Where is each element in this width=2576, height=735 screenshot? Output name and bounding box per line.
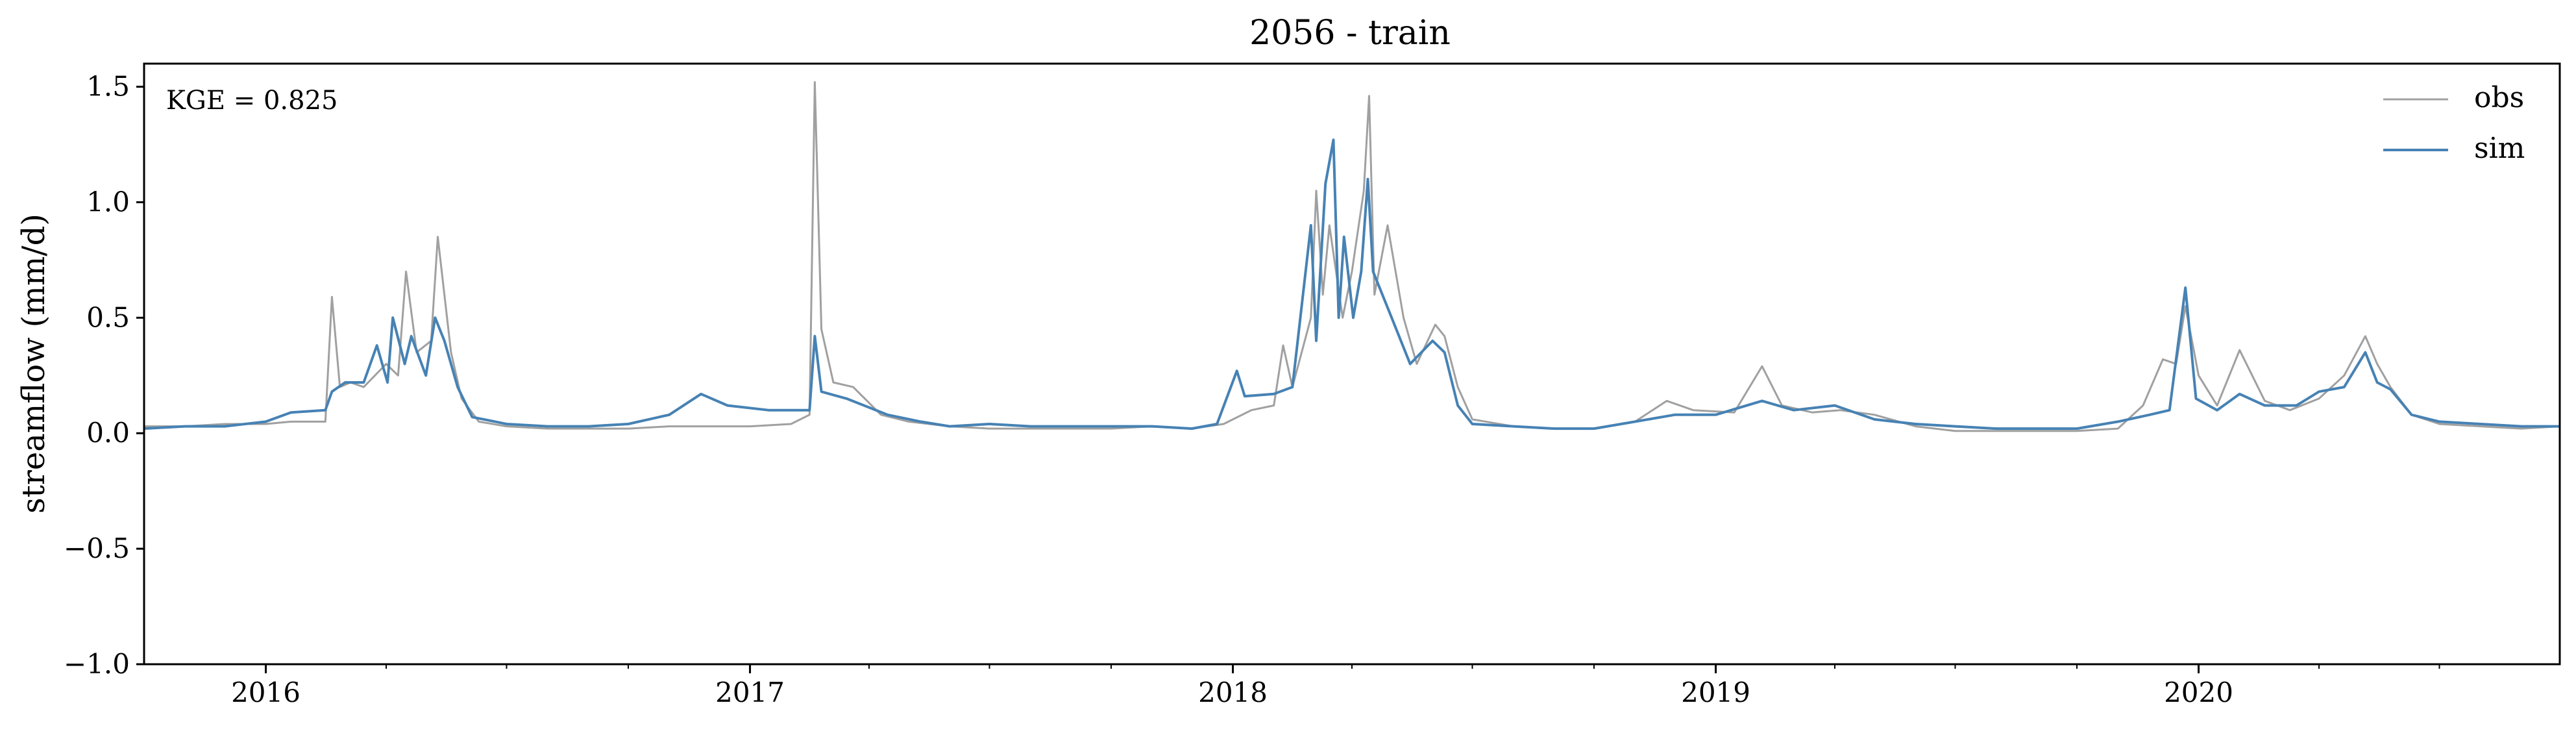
y-tick-label: 0.5 xyxy=(86,301,130,333)
y-axis: −1.0 −0.5 0.0 0.5 1.0 1.5 xyxy=(64,71,144,680)
legend-label-sim: sim xyxy=(2474,132,2525,165)
series-layer xyxy=(144,81,2560,432)
kge-annotation: KGE = 0.825 xyxy=(166,86,338,116)
y-tick-label: −1.0 xyxy=(64,648,130,680)
chart-title: 2056 - train xyxy=(1249,14,1451,53)
x-tick-label: 2019 xyxy=(1681,677,1750,708)
legend: obs sim xyxy=(2383,81,2525,165)
y-tick-label: −0.5 xyxy=(64,532,130,564)
x-tick-label: 2020 xyxy=(2164,677,2233,708)
series-line-sim xyxy=(144,138,2560,430)
x-tick-label: 2017 xyxy=(715,677,785,708)
x-tick-label: 2018 xyxy=(1198,677,1268,708)
y-axis-label: streamflow (mm/d) xyxy=(16,214,52,514)
y-tick-label: 1.5 xyxy=(86,71,130,103)
y-tick-label: 1.0 xyxy=(86,186,130,218)
series-line-obs xyxy=(144,81,2560,432)
legend-label-obs: obs xyxy=(2474,81,2524,114)
x-axis: 2016 2017 2018 2019 2020 xyxy=(231,664,2440,708)
x-tick-label: 2016 xyxy=(231,677,301,708)
plot-frame xyxy=(143,62,2561,666)
y-tick-label: 0.0 xyxy=(86,417,130,449)
